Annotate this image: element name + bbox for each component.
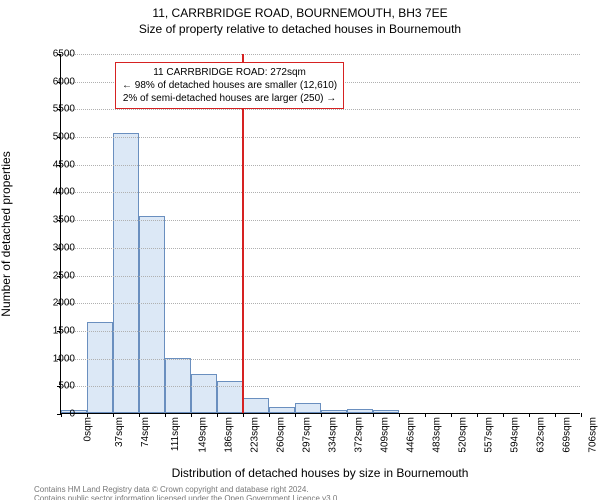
x-tick-label: 223sqm: [250, 417, 261, 453]
x-tick-mark: [425, 413, 426, 417]
x-tick-label: 297sqm: [302, 417, 313, 453]
x-axis-label: Distribution of detached houses by size …: [60, 466, 580, 480]
x-tick-mark: [295, 413, 296, 417]
x-tick-label: 669sqm: [562, 417, 573, 453]
bar: [139, 216, 165, 413]
x-tick-mark: [191, 413, 192, 417]
bar: [373, 410, 399, 413]
gridline: [61, 165, 580, 166]
x-tick-label: 37sqm: [114, 417, 125, 447]
x-tick-mark: [217, 413, 218, 417]
x-tick-mark: [269, 413, 270, 417]
callout-text-1: ← 98% of detached houses are smaller (12…: [122, 79, 337, 92]
x-tick-mark: [139, 413, 140, 417]
x-tick-label: 111sqm: [170, 417, 181, 451]
y-tick-label: 6000: [37, 76, 75, 87]
x-tick-label: 483sqm: [432, 417, 443, 453]
bar: [321, 410, 347, 413]
y-tick-label: 500: [37, 381, 75, 392]
y-tick-label: 4000: [37, 187, 75, 198]
bar: [295, 403, 321, 413]
y-tick-label: 5500: [37, 104, 75, 115]
callout-box: 11 CARRBRIDGE ROAD: 272sqm← 98% of detac…: [115, 62, 344, 109]
x-tick-mark: [503, 413, 504, 417]
x-tick-label: 0sqm: [82, 417, 93, 441]
y-tick-label: 3000: [37, 242, 75, 253]
gridline: [61, 248, 580, 249]
footer-line-2: Contains public sector information licen…: [34, 495, 340, 500]
y-tick-label: 3500: [37, 215, 75, 226]
gridline: [61, 359, 580, 360]
x-tick-label: 334sqm: [328, 417, 339, 453]
y-axis-label: Number of detached properties: [0, 151, 13, 316]
x-tick-label: 632sqm: [536, 417, 547, 453]
x-tick-mark: [87, 413, 88, 417]
x-tick-label: 594sqm: [510, 417, 521, 453]
x-tick-mark: [243, 413, 244, 417]
x-tick-mark: [165, 413, 166, 417]
y-tick-label: 4500: [37, 159, 75, 170]
y-tick-label: 1000: [37, 353, 75, 364]
x-tick-mark: [451, 413, 452, 417]
bar: [243, 398, 269, 414]
x-tick-mark: [113, 413, 114, 417]
x-tick-label: 186sqm: [224, 417, 235, 453]
gridline: [61, 54, 580, 55]
x-tick-label: 372sqm: [354, 417, 365, 453]
x-tick-label: 557sqm: [484, 417, 495, 453]
x-tick-mark: [373, 413, 374, 417]
bar: [113, 133, 139, 413]
x-tick-label: 520sqm: [458, 417, 469, 453]
chart-title-2: Size of property relative to detached ho…: [0, 22, 600, 36]
gridline: [61, 303, 580, 304]
x-tick-mark: [477, 413, 478, 417]
gridline: [61, 331, 580, 332]
plot-area: 0sqm37sqm74sqm111sqm149sqm186sqm223sqm26…: [60, 54, 580, 414]
x-tick-mark: [581, 413, 582, 417]
chart-title-1: 11, CARRBRIDGE ROAD, BOURNEMOUTH, BH3 7E…: [0, 6, 600, 20]
y-tick-label: 6500: [37, 49, 75, 60]
x-tick-label: 260sqm: [276, 417, 287, 453]
x-tick-label: 706sqm: [588, 417, 599, 453]
x-tick-mark: [399, 413, 400, 417]
x-tick-mark: [347, 413, 348, 417]
y-tick-label: 2500: [37, 270, 75, 281]
callout-title: 11 CARRBRIDGE ROAD: 272sqm: [122, 66, 337, 79]
y-tick-label: 0: [37, 409, 75, 420]
y-tick-label: 5000: [37, 132, 75, 143]
x-tick-label: 409sqm: [380, 417, 391, 453]
x-tick-mark: [321, 413, 322, 417]
bar: [269, 407, 295, 413]
chart-container: 11, CARRBRIDGE ROAD, BOURNEMOUTH, BH3 7E…: [0, 6, 600, 500]
bar: [191, 374, 217, 413]
chart-footer: Contains HM Land Registry data © Crown c…: [34, 486, 340, 500]
callout-text-2: 2% of semi-detached houses are larger (2…: [122, 92, 337, 105]
gridline: [61, 386, 580, 387]
gridline: [61, 192, 580, 193]
bar: [87, 322, 113, 413]
x-tick-label: 446sqm: [406, 417, 417, 453]
y-tick-label: 1500: [37, 325, 75, 336]
gridline: [61, 276, 580, 277]
bar: [347, 409, 373, 413]
x-tick-mark: [529, 413, 530, 417]
x-tick-label: 149sqm: [198, 417, 209, 453]
x-tick-mark: [555, 413, 556, 417]
gridline: [61, 137, 580, 138]
y-tick-label: 2000: [37, 298, 75, 309]
x-tick-label: 74sqm: [140, 417, 151, 447]
gridline: [61, 109, 580, 110]
gridline: [61, 220, 580, 221]
